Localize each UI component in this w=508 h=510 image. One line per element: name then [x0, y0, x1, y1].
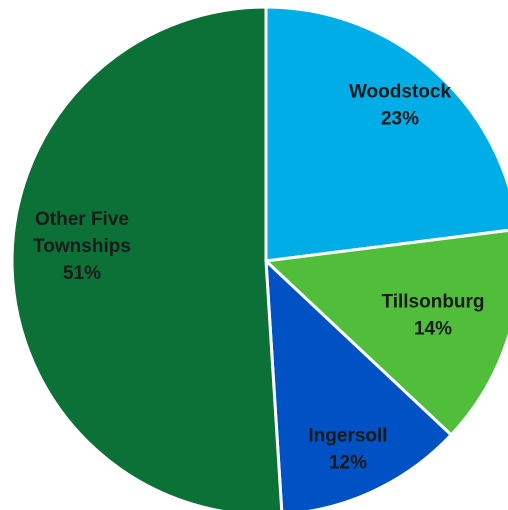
slice-name-label-woodstock: Woodstock [349, 82, 451, 103]
slice-value-label-tillsonburg: 14% [414, 319, 452, 340]
slice-value-label-woodstock: 23% [381, 109, 419, 130]
slice-value-label-other-five-townships: 51% [63, 263, 101, 284]
slice-value-label-ingersoll: 12% [329, 453, 367, 474]
slice-name-label-ingersoll: Ingersoll [308, 426, 387, 447]
pie-slice-ingersoll [264, 259, 453, 510]
pie-labels: Woodstock 23% Tillsonburg 14% Ingersoll 12% Ot… [33, 82, 484, 474]
pie-slice-other-five-townships [10, 5, 284, 510]
slice-name-label-other-five-townships: Townships [33, 236, 131, 257]
slice-name-label-tillsonburg: Tillsonburg [381, 292, 484, 313]
pie-slices [10, 5, 508, 510]
pie-slice-tillsonburg [264, 228, 508, 437]
slice-name-label-other-five-townships: Other Five [35, 209, 129, 230]
pie-slice-woodstock [264, 5, 508, 263]
